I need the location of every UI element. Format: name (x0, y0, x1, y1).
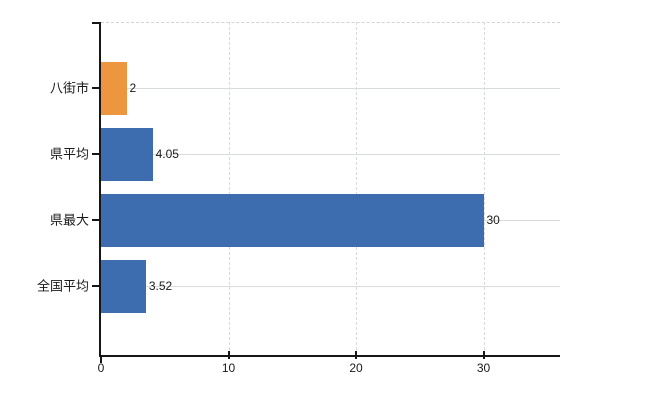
x-tick-label: 20 (349, 361, 363, 375)
y-axis-tick (92, 285, 99, 287)
plot-area: 2 4.05 30 3.52 (92, 22, 560, 363)
x-tick-label: 0 (97, 361, 105, 375)
bar-全国平均 (101, 259, 146, 313)
y-axis-tick (92, 87, 99, 89)
vertical-gridline (483, 22, 485, 355)
horizontal-gridline (101, 285, 560, 287)
value-label: 3.52 (148, 279, 173, 293)
y-axis-top-tick (92, 22, 99, 24)
bar-八街市 (101, 61, 127, 115)
value-label: 30 (486, 213, 500, 227)
category-label-県平均: 県平均 (49, 146, 89, 162)
y-axis-tick (92, 219, 99, 221)
x-axis-tick (100, 355, 102, 363)
category-label-県最大: 県最大 (49, 212, 89, 228)
x-tick-label: 10 (221, 361, 236, 375)
plot-top-border (101, 22, 560, 23)
bar-県平均 (101, 127, 153, 181)
vertical-gridline (356, 22, 357, 355)
horizontal-gridline (101, 153, 560, 155)
x-axis-tick (355, 351, 357, 359)
x-axis-tick (227, 351, 230, 359)
bar-県最大 (101, 193, 484, 247)
horizontal-gridline (101, 87, 560, 89)
y-axis-tick (92, 153, 99, 155)
x-axis (99, 355, 560, 357)
category-label-八街市: 八街市 (49, 80, 89, 96)
value-label: 2 (129, 81, 137, 95)
x-tick-label: 30 (476, 361, 491, 375)
y-axis (99, 22, 101, 355)
category-label-全国平均: 全国平均 (36, 278, 89, 294)
vertical-gridline (228, 22, 230, 355)
x-axis-tick (482, 351, 485, 359)
value-label: 4.05 (155, 147, 179, 161)
